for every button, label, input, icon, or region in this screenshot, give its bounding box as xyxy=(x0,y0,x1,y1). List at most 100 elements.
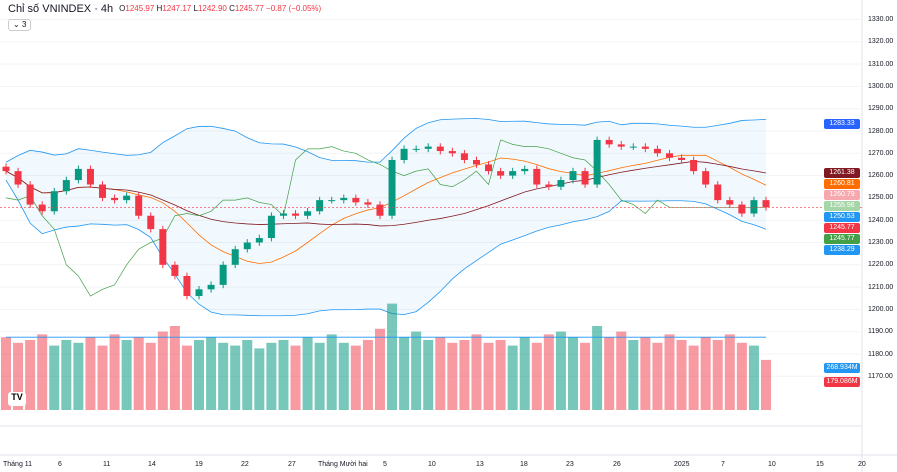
close-value: 1245.77 xyxy=(234,4,264,13)
candle xyxy=(629,146,637,148)
price-tag: 1238.29 xyxy=(824,244,860,255)
volume-bar xyxy=(761,359,771,410)
candle xyxy=(304,211,312,216)
volume-bar xyxy=(73,342,84,410)
x-tick-label: 11 xyxy=(103,461,111,468)
candle xyxy=(424,146,432,149)
volume-bar xyxy=(399,337,410,410)
volume-bar xyxy=(109,334,120,410)
candle xyxy=(231,249,239,265)
candle xyxy=(279,213,287,216)
volume-bar xyxy=(374,328,385,410)
volume-bar xyxy=(242,340,253,410)
y-tick-label: 1240.00 xyxy=(868,216,894,224)
volume-bar xyxy=(302,337,313,410)
candle xyxy=(605,139,613,145)
candle xyxy=(207,284,215,290)
price-tag: 1260.79 xyxy=(824,189,860,200)
candle xyxy=(352,197,360,203)
volume-bar xyxy=(423,340,434,410)
candle xyxy=(135,195,143,216)
volume-bar xyxy=(736,342,747,410)
volume-bar xyxy=(85,337,96,410)
bollinger-lower-line xyxy=(5,179,767,317)
candle xyxy=(436,146,444,152)
candle xyxy=(617,144,625,147)
volume-bar xyxy=(97,345,108,410)
indicators-toggle-button[interactable]: ⌄ 3 xyxy=(8,19,32,31)
volume-bar xyxy=(266,342,277,410)
candle xyxy=(472,159,480,165)
y-tick-label: 1220.00 xyxy=(868,261,894,269)
y-tick-label: 1170.00 xyxy=(868,372,893,380)
open-value: 1245.97 xyxy=(125,4,155,13)
x-tick-label: 2025 xyxy=(674,461,690,468)
x-tick-label: 14 xyxy=(148,461,156,468)
volume-bar xyxy=(567,337,578,410)
volume-bar xyxy=(471,334,482,410)
candle xyxy=(123,195,131,201)
volume-bar xyxy=(206,337,217,410)
tradingview-logo[interactable]: TV xyxy=(8,392,26,406)
x-tick-label: Tháng Mười hai xyxy=(318,461,368,468)
volume-bar xyxy=(700,337,711,410)
volume-bar xyxy=(519,337,530,410)
volume-bar xyxy=(133,337,144,410)
volume-bar xyxy=(181,345,192,410)
volume-bar xyxy=(25,340,36,410)
candle xyxy=(86,168,94,185)
volume-bar xyxy=(435,337,446,410)
bollinger-upper-line xyxy=(5,118,767,163)
candle xyxy=(690,159,698,172)
volume-bar xyxy=(230,345,241,410)
candle xyxy=(593,139,601,185)
candle xyxy=(702,171,710,185)
symbol-title[interactable]: Chỉ số VNINDEX · 4h xyxy=(8,3,114,15)
x-tick-label: 10 xyxy=(768,461,776,468)
candle xyxy=(400,148,408,160)
price-tag: 1261.38 xyxy=(824,167,860,178)
x-tick-label: 10 xyxy=(428,461,436,468)
close-label: C xyxy=(229,4,235,13)
volume-bar xyxy=(507,345,518,410)
y-tick-label: 1260.00 xyxy=(868,172,894,180)
candle xyxy=(665,153,673,158)
candle xyxy=(364,202,372,205)
indicators-count: 3 xyxy=(21,20,27,29)
volume-bar xyxy=(145,342,156,410)
volume-bar xyxy=(628,340,639,410)
candle xyxy=(738,204,746,214)
candle xyxy=(292,213,300,216)
volume-bar xyxy=(543,334,554,410)
candle xyxy=(2,166,10,172)
x-tick-label: 13 xyxy=(476,461,484,468)
y-tick-label: 1280.00 xyxy=(868,127,894,135)
candle xyxy=(581,171,589,185)
volume-bar xyxy=(652,342,663,410)
price-tag: 1255.96 xyxy=(824,200,860,211)
candle xyxy=(316,200,324,212)
candle xyxy=(509,171,517,176)
volume-bar xyxy=(555,331,566,410)
candle xyxy=(460,153,468,160)
volume-bar xyxy=(640,337,651,410)
candle xyxy=(147,215,155,230)
y-tick-label: 1200.00 xyxy=(868,305,894,313)
volume-bar xyxy=(712,340,723,410)
candle xyxy=(412,148,420,150)
candle xyxy=(678,157,686,160)
candle xyxy=(521,168,529,172)
x-tick-label: Tháng 11 xyxy=(3,461,33,468)
x-tick-label: 19 xyxy=(195,461,203,468)
candle xyxy=(653,148,661,154)
volume-bar xyxy=(676,340,687,410)
volume-bar xyxy=(49,345,60,410)
kijun-line xyxy=(5,160,767,227)
volume-bar xyxy=(37,334,48,410)
y-tick-label: 1250.00 xyxy=(868,194,894,202)
volume-bar xyxy=(604,337,615,410)
candle xyxy=(99,184,107,198)
high-value: 1247.17 xyxy=(162,4,192,13)
candle xyxy=(74,168,82,181)
